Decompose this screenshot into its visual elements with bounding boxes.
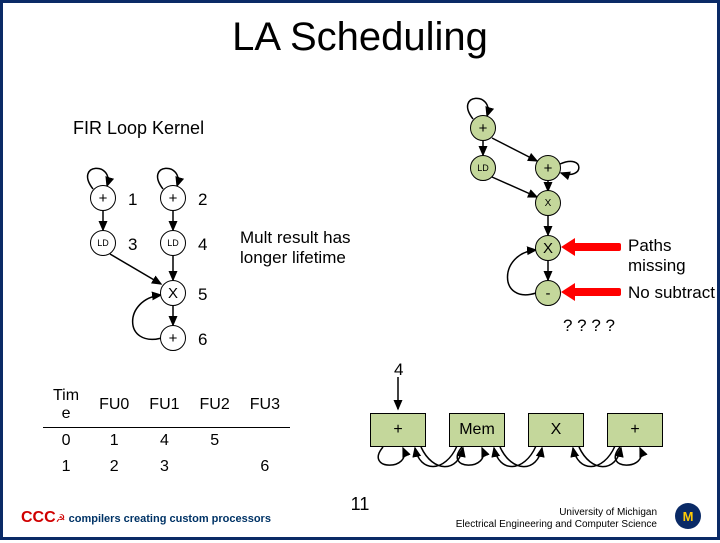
label-n2: 2 [198, 190, 207, 210]
node-r_minus: - [535, 280, 561, 306]
td [240, 428, 290, 455]
arrow-head-red2 [561, 283, 575, 301]
th: FU2 [190, 383, 240, 428]
node-b_x: X [528, 413, 584, 447]
arrow-red1 [573, 243, 621, 251]
node-b_mem: Mem [449, 413, 505, 447]
node-r_x_big: X [535, 235, 561, 261]
th: FU1 [139, 383, 189, 428]
node-p1: + [90, 185, 116, 211]
schedule-table: Tim eFU0FU1FU2FU3 01451236 [43, 383, 290, 480]
node-r_plus_br: + [535, 155, 561, 181]
label-n1: 1 [128, 190, 137, 210]
node-ld3: LD [90, 230, 116, 256]
node-ld4: LD [160, 230, 186, 256]
node-r_ld: LD [470, 155, 496, 181]
td: 1 [89, 428, 139, 455]
td: 0 [43, 428, 89, 455]
mult-note: Mult result has longer lifetime [240, 228, 351, 267]
node-p2: + [160, 185, 186, 211]
page-number: 11 [351, 494, 370, 515]
paths-note: Paths missing [628, 236, 717, 276]
td: 5 [190, 428, 240, 455]
label-four: 4 [394, 360, 403, 380]
node-r_plus_top: + [470, 115, 496, 141]
ccc-logo: CCC☭ compilers creating custom processor… [21, 509, 271, 527]
td: 3 [139, 454, 189, 480]
table-row: 0145 [43, 428, 290, 455]
arrow-head-red1 [561, 238, 575, 256]
th: Tim e [43, 383, 89, 428]
node-r_x_small: X [535, 190, 561, 216]
node-p6: + [160, 325, 186, 351]
td [190, 454, 240, 480]
th: FU0 [89, 383, 139, 428]
slide-title: LA Scheduling [3, 15, 717, 60]
th: FU3 [240, 383, 290, 428]
unknown-note: ? ? ? ? [563, 316, 615, 336]
label-n6: 6 [198, 330, 207, 350]
slide: LA Scheduling FIR Loop Kernel [0, 0, 720, 540]
td: 1 [43, 454, 89, 480]
label-n3: 3 [128, 235, 137, 255]
label-n5: 5 [198, 285, 207, 305]
kernel-label: FIR Loop Kernel [73, 118, 204, 139]
arrow-red2 [573, 288, 621, 296]
node-x5: X [160, 280, 186, 306]
label-n4: 4 [198, 235, 207, 255]
td: 6 [240, 454, 290, 480]
footer-text: University of Michigan Electrical Engine… [456, 507, 657, 531]
table-row: 123 6 [43, 454, 290, 480]
node-b_plus2: + [607, 413, 663, 447]
node-b_plus1: + [370, 413, 426, 447]
nosub-note: No subtract [628, 283, 715, 303]
td: 4 [139, 428, 189, 455]
td: 2 [89, 454, 139, 480]
um-seal: M [675, 503, 701, 529]
